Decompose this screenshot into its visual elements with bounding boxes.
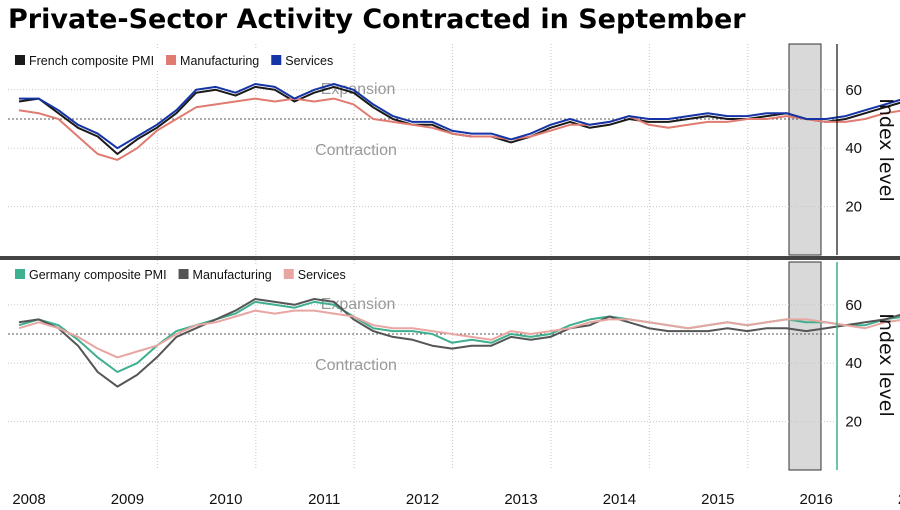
series-line-services xyxy=(19,83,900,150)
x-tick-labels: 2008 2009 2010 2011 2012 2013 2014 2015 2016 2017… xyxy=(12,491,900,508)
x-tick-label: 2011 xyxy=(308,491,340,508)
x-tick-label: 2017 xyxy=(898,491,900,508)
contraction-label-top: Contraction xyxy=(315,142,397,159)
legend-label: Manufacturing xyxy=(180,54,259,68)
shaded-period-bottom xyxy=(788,261,822,471)
y-tick-label: 40 xyxy=(845,355,862,372)
legend-top: French composite PMI Manufacturing Service… xyxy=(10,50,346,70)
series-line-germany-composite-pmi xyxy=(18,300,900,373)
horizontal-gridlines xyxy=(8,89,836,423)
y-axis-label-top: Index level xyxy=(875,98,897,202)
legend-swatch xyxy=(283,269,294,279)
legend-swatch xyxy=(166,55,177,65)
legend-swatch xyxy=(15,55,25,65)
x-tick-label: 2010 xyxy=(209,491,242,508)
legend-label: French composite PMI xyxy=(29,54,154,68)
legend-label: Manufacturing xyxy=(193,268,272,282)
legend-swatch xyxy=(15,269,25,279)
contraction-label-bottom: Contraction xyxy=(315,357,397,374)
x-tick-label: 2013 xyxy=(504,491,537,508)
series-line-manufacturing xyxy=(18,298,900,388)
y-tick-label: 60 xyxy=(845,297,862,314)
y-tick-label: 40 xyxy=(845,140,862,157)
x-tick-label: 2016 xyxy=(800,491,833,508)
shaded-period-top xyxy=(788,43,822,256)
y-tick-labels: 20 40 60 20 40 60 xyxy=(845,82,862,431)
legend-label: Services xyxy=(298,268,346,282)
y-tick-label: 60 xyxy=(845,82,862,99)
y-tick-label: 20 xyxy=(845,414,862,431)
x-tick-label: 2009 xyxy=(111,491,144,508)
page-title: Private-Sector Activity Contracted in Se… xyxy=(8,4,746,35)
legend-swatch xyxy=(178,269,189,279)
series-layer xyxy=(18,83,900,388)
x-tick-label: 2015 xyxy=(701,491,734,508)
series-line-services xyxy=(18,309,900,359)
series-line-french-composite-pmi xyxy=(18,85,900,155)
y-axis-label-bottom: Index level xyxy=(875,313,897,417)
x-tick-label: 2014 xyxy=(603,491,636,508)
series-line-manufacturing xyxy=(18,97,900,161)
legend-bottom: Germany composite PMI Manufacturing Servic… xyxy=(10,264,358,284)
legend-background xyxy=(10,50,346,70)
legend-label: Germany composite PMI xyxy=(29,268,167,282)
y-tick-label: 20 xyxy=(845,199,862,216)
x-tick-label: 2008 xyxy=(12,491,45,508)
legend-swatch xyxy=(271,55,282,65)
x-tick-label: 2012 xyxy=(406,491,439,508)
legend-label: Services xyxy=(285,54,333,68)
